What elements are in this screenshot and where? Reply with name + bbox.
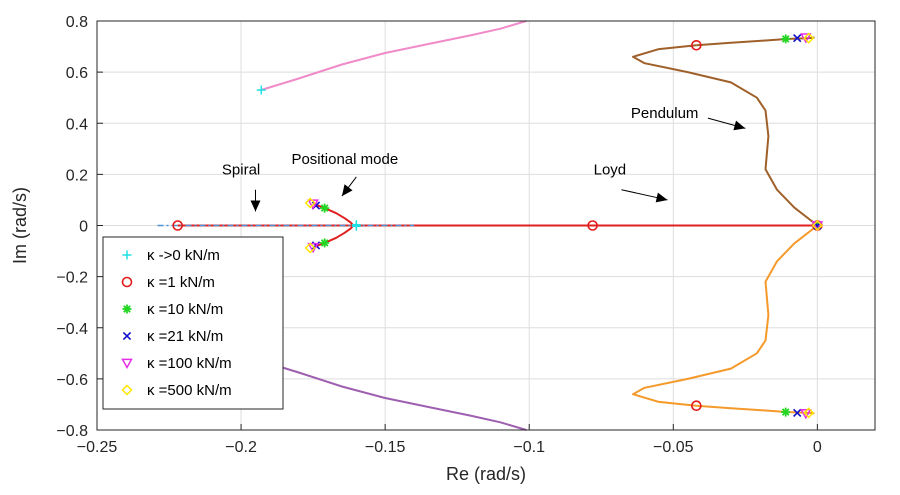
axis-ticks: −0.25 −0.2 −0.15 −0.1 −0.05 0 −0.8 −0.6 −0.4 −0.2… bbox=[56, 14, 822, 456]
legend-symbol-4 bbox=[121, 358, 133, 370]
x-axis-label: Re (rad/s) bbox=[446, 464, 526, 484]
legend-symbol-1 bbox=[121, 276, 133, 288]
marker-point-0-0 bbox=[256, 85, 266, 95]
y-tick-label: 0.8 bbox=[66, 14, 88, 31]
y-tick-label: −0.6 bbox=[56, 372, 88, 389]
annotation-label-2: Loyd bbox=[594, 161, 627, 178]
marker-point-2-0 bbox=[320, 203, 330, 213]
legend-symbol-0 bbox=[122, 250, 132, 260]
y-tick-label: −0.8 bbox=[56, 423, 88, 440]
y-tick-label: −0.4 bbox=[56, 321, 88, 338]
legend-symbol-3 bbox=[122, 331, 132, 341]
annotations: Spiral Positional mode Loyd Pendulum bbox=[222, 105, 746, 212]
annotation-arrowhead-3 bbox=[733, 120, 746, 131]
legend-label-1: κ =1 kN/m bbox=[147, 274, 215, 291]
annotation-label-3: Pendulum bbox=[631, 105, 699, 122]
legend-label-4: κ =100 kN/m bbox=[147, 355, 232, 372]
marker-point-1-0 bbox=[172, 220, 183, 231]
series-line-0 bbox=[260, 20, 527, 91]
marker-point-2-1 bbox=[320, 238, 330, 248]
legend-label-3: κ =21 kN/m bbox=[147, 328, 223, 345]
x-tick-label: 0 bbox=[813, 439, 822, 456]
series-line-6 bbox=[632, 44, 819, 227]
series-markers bbox=[172, 32, 824, 420]
annotation-arrowhead-1 bbox=[341, 184, 353, 197]
marker-point-2-2 bbox=[781, 34, 791, 44]
marker-point-1-2 bbox=[691, 39, 702, 51]
annotation-arrowhead-2 bbox=[655, 192, 668, 203]
legend-symbol-5 bbox=[121, 384, 133, 396]
legend-symbol-2 bbox=[122, 304, 132, 314]
legend: κ ->0 kN/m κ =1 kN/m κ =10 kN/m κ =21 kN/m κ… bbox=[102, 236, 284, 410]
marker-point-4-0 bbox=[307, 199, 319, 210]
annotation-label-1: Positional mode bbox=[291, 151, 398, 168]
x-tick-label: −0.1 bbox=[513, 439, 545, 456]
marker-point-5-4 bbox=[811, 219, 823, 232]
marker-point-3-3 bbox=[793, 408, 802, 418]
annotation-arrowhead-0 bbox=[250, 200, 261, 212]
marker-point-0-3 bbox=[351, 221, 361, 231]
marker-point-5-2 bbox=[803, 32, 815, 44]
annotation-label-0: Spiral bbox=[222, 161, 260, 178]
x-tick-label: −0.2 bbox=[225, 439, 257, 456]
marker-point-2-3 bbox=[781, 407, 791, 417]
marker-point-5-0 bbox=[304, 197, 316, 209]
marker-point-1-3 bbox=[691, 400, 702, 412]
x-tick-label: −0.15 bbox=[365, 439, 406, 456]
series-line-4 bbox=[312, 224, 355, 249]
marker-point-1-1 bbox=[587, 220, 598, 231]
x-tick-label: −0.05 bbox=[653, 439, 694, 456]
legend-label-0: κ ->0 kN/m bbox=[147, 247, 220, 264]
marker-point-4-3 bbox=[800, 409, 812, 420]
legend-label-5: κ =500 kN/m bbox=[147, 382, 232, 399]
y-axis-label: Im (rad/s) bbox=[10, 187, 30, 264]
y-tick-label: 0 bbox=[79, 219, 88, 236]
series-line-8 bbox=[632, 224, 819, 407]
y-tick-label: 0.6 bbox=[66, 65, 88, 82]
series-line-1 bbox=[260, 360, 527, 431]
legend-label-2: κ =10 kN/m bbox=[147, 301, 223, 318]
marker-point-5-1 bbox=[304, 242, 316, 254]
y-tick-label: −0.2 bbox=[56, 270, 88, 287]
series-line-3 bbox=[312, 202, 355, 227]
legend-box bbox=[102, 236, 284, 410]
y-tick-label: 0.2 bbox=[66, 167, 88, 184]
marker-point-5-3 bbox=[803, 407, 815, 419]
x-tick-label: −0.25 bbox=[77, 439, 118, 456]
y-tick-label: 0.4 bbox=[66, 116, 88, 133]
marker-point-3-2 bbox=[793, 33, 802, 43]
